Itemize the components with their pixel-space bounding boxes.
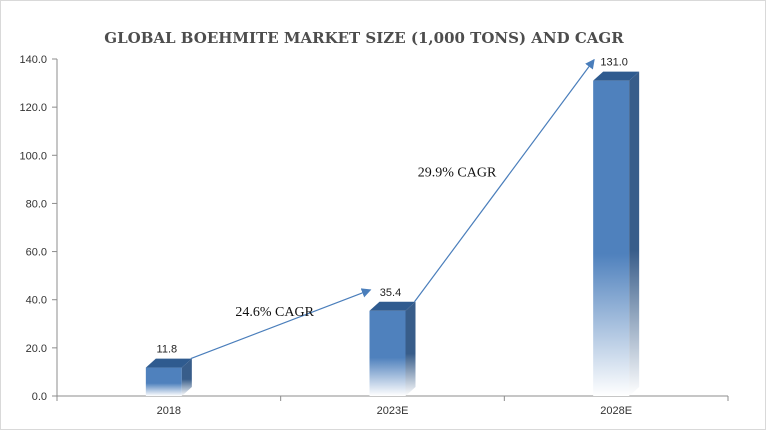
cagr-label: 24.6% CAGR [235, 305, 314, 320]
cagr-label: 29.9% CAGR [418, 166, 497, 181]
y-tick-label: 60.0 [26, 247, 47, 259]
bar-top [145, 358, 192, 368]
y-tick-label: 40.0 [26, 295, 47, 307]
bar-side [181, 358, 192, 396]
x-tick-label: 2023E [377, 405, 409, 417]
cagr-arrow [190, 288, 372, 360]
cagr-annotations: 24.6% CAGR 29.9% CAGR [190, 58, 595, 360]
bar-front [145, 367, 182, 396]
y-tick-label: 0.0 [32, 391, 47, 403]
cagr-arrow [414, 58, 595, 303]
y-tick-label: 100.0 [19, 150, 47, 162]
y-tick-label: 20.0 [26, 343, 47, 355]
y-axis: 0.0 20.0 40.0 60.0 80.0 100.0 120.0 140.0 [19, 54, 58, 403]
x-tick-label: 2028E [600, 405, 632, 417]
bar-front [369, 310, 406, 396]
bar-top [593, 71, 640, 81]
bar-value-label: 131.0 [600, 57, 628, 69]
bar-front [593, 80, 630, 397]
bar-top [369, 301, 416, 311]
bar-value-label: 11.8 [157, 344, 178, 356]
chart-title: GLOBAL BOEHMITE MARKET SIZE (1,000 TONS)… [104, 29, 624, 47]
bar: 131.0 [593, 57, 640, 397]
y-tick-label: 140.0 [19, 54, 47, 66]
bar-side [629, 71, 640, 397]
x-tick-label: 2018 [157, 405, 181, 417]
bar: 11.8 [145, 344, 192, 396]
y-tick-label: 80.0 [26, 198, 47, 210]
bar: 35.4 [369, 287, 416, 396]
bars: 11.8 35.4 131.0 [145, 57, 640, 397]
y-tick-label: 120.0 [19, 102, 47, 114]
x-axis: 2018 2023E 2028E [56, 395, 729, 417]
bar-value-label: 35.4 [380, 287, 401, 299]
bar-side [405, 301, 416, 396]
